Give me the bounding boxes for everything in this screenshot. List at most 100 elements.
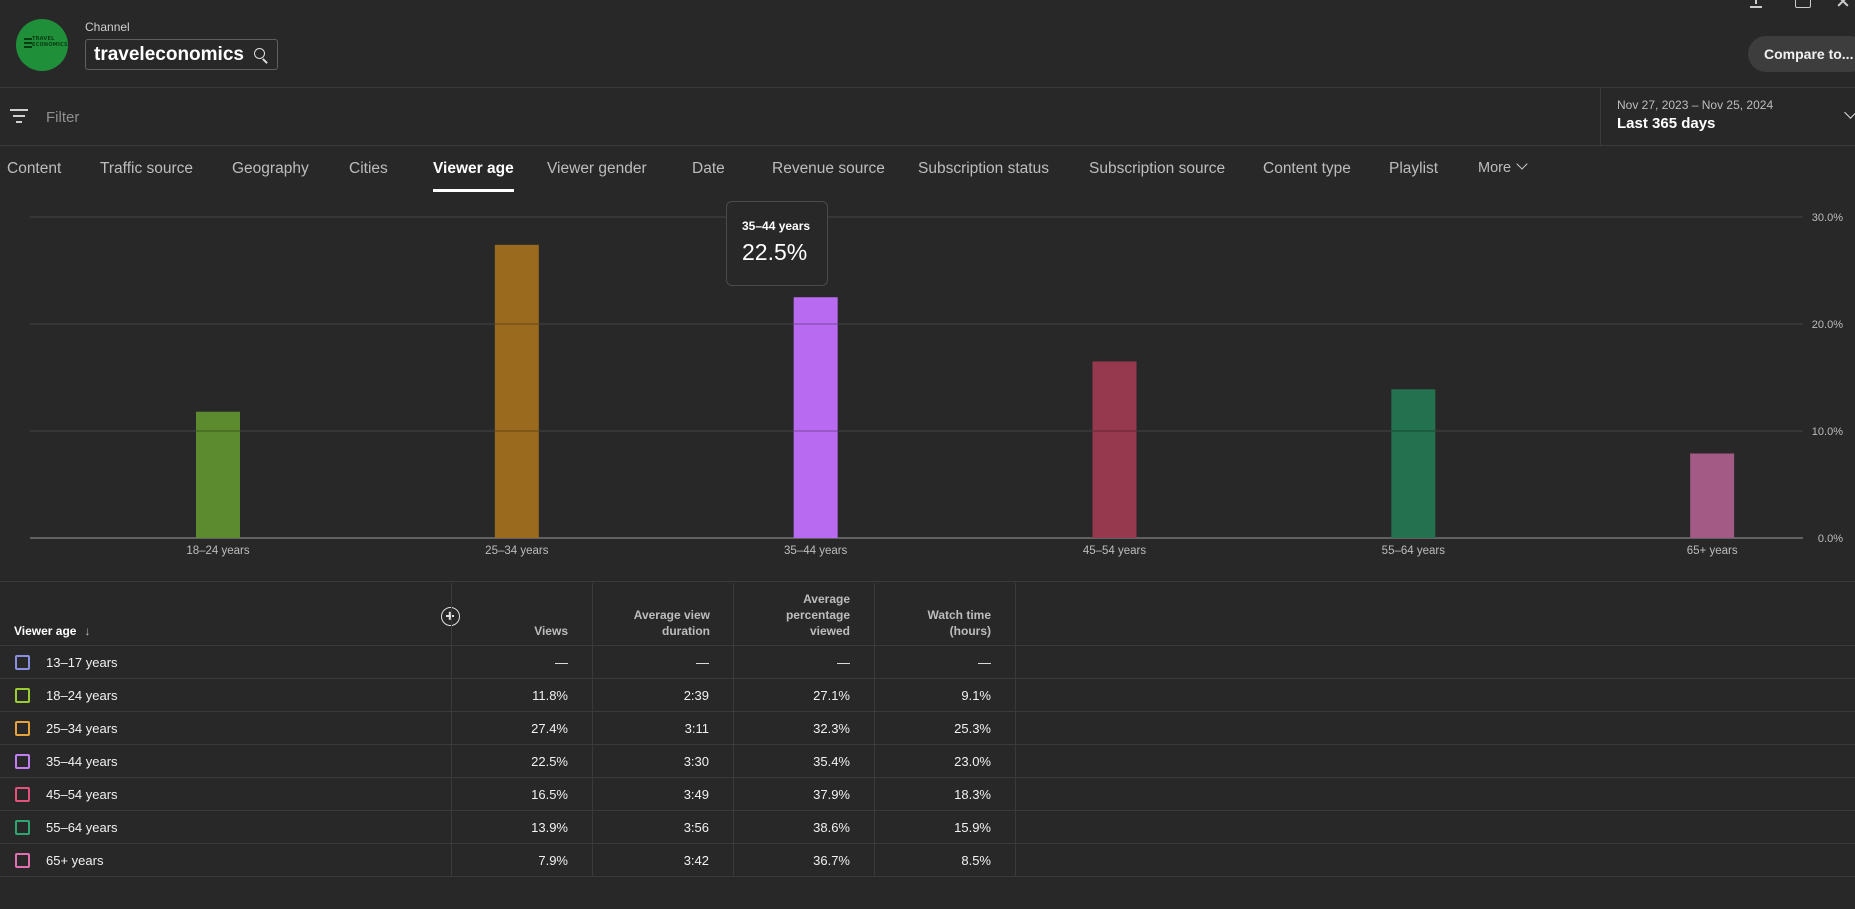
date-range-dates: Nov 27, 2023 – Nov 25, 2024 (1617, 98, 1774, 112)
row-checkbox[interactable] (15, 787, 30, 802)
cell-avg-percentage-viewed: 32.3% (813, 721, 850, 736)
table-row: 55–64 years 13.9% 3:56 38.6% 15.9% (0, 811, 1855, 844)
cell-watch-time: 18.3% (954, 787, 991, 802)
cell-views: 27.4% (531, 721, 568, 736)
x-tick-label: 45–54 years (1083, 545, 1147, 557)
avatar-logo: TRAVEL ECONOMICS (22, 34, 68, 56)
chevron-down-icon (1844, 106, 1855, 119)
add-column-icon[interactable] (441, 607, 460, 626)
viewer-age-chart: 0.0% 10.0% 20.0% 30.0% 18–24 years 25–34 year… (0, 192, 1855, 582)
cell-views: 7.9% (538, 853, 568, 868)
tab-viewer-age[interactable]: Viewer age (433, 160, 514, 192)
cell-avg-view-duration: 2:39 (683, 688, 709, 703)
y-tick-label: 10.0% (1812, 426, 1843, 438)
y-tick-label: 30.0% (1812, 212, 1843, 224)
cell-views: — (555, 655, 568, 670)
column-divider (451, 583, 452, 877)
tab-subscription-source[interactable]: Subscription source (1089, 160, 1226, 177)
column-header-viewer-age[interactable]: Viewer age ↓ (14, 623, 90, 639)
feedback-icon[interactable] (1795, 0, 1811, 8)
table-header: Viewer age ↓ Views Average view duration … (0, 583, 1855, 646)
cell-views: 22.5% (531, 754, 568, 769)
row-checkbox[interactable] (15, 820, 30, 835)
x-tick-label: 35–44 years (784, 545, 848, 557)
row-checkbox[interactable] (15, 853, 30, 868)
date-range-picker[interactable]: Nov 27, 2023 – Nov 25, 2024 Last 365 day… (1600, 88, 1855, 145)
column-header-avg-view-duration[interactable]: Average view duration (592, 607, 710, 639)
row-checkbox[interactable] (15, 721, 30, 736)
channel-selector[interactable]: traveleconomics (85, 39, 278, 70)
cell-watch-time: 23.0% (954, 754, 991, 769)
download-icon[interactable] (1748, 0, 1764, 10)
row-age-label: 35–44 years (46, 754, 118, 769)
cell-views: 13.9% (531, 820, 568, 835)
row-checkbox[interactable] (15, 688, 30, 703)
tab-bar: Content Traffic source Geography Cities … (0, 146, 1855, 192)
cell-watch-time: 8.5% (961, 853, 991, 868)
header-line: (hours) (949, 624, 991, 638)
tab-geography[interactable]: Geography (232, 160, 309, 177)
tab-revenue-source[interactable]: Revenue source (772, 160, 885, 177)
tab-more[interactable]: More (1478, 160, 1512, 176)
row-age-label: 55–64 years (46, 820, 118, 835)
column-divider (1015, 583, 1016, 877)
y-tick-label: 0.0% (1818, 533, 1843, 545)
tooltip-value: 22.5% (742, 239, 808, 265)
cell-views: 11.8% (532, 688, 568, 703)
cell-views: 16.5% (531, 787, 568, 802)
logo-bars-icon (24, 38, 32, 52)
cell-avg-percentage-viewed: 35.4% (813, 754, 850, 769)
header-line: viewed (809, 624, 850, 638)
bar-chart-svg: 0.0% 10.0% 20.0% 30.0% 18–24 years 25–34 year… (30, 212, 1843, 557)
column-header-avg-percentage-viewed[interactable]: Average percentage viewed (740, 591, 850, 639)
header-line: Average (803, 592, 850, 606)
cell-avg-view-duration: — (696, 655, 709, 670)
tab-content-type[interactable]: Content type (1263, 160, 1351, 177)
viewer-age-table: Viewer age ↓ Views Average view duration … (0, 583, 1855, 877)
column-header-watch-time[interactable]: Watch time (hours) (880, 607, 991, 639)
header-line: duration (662, 624, 710, 638)
tab-playlist[interactable]: Playlist (1389, 160, 1439, 177)
row-age-label: 25–34 years (46, 721, 118, 736)
column-header-views[interactable]: Views (534, 624, 568, 638)
compare-button[interactable]: Compare to... (1748, 36, 1855, 72)
column-header-label: Viewer age (14, 624, 77, 638)
bar (196, 411, 240, 538)
column-divider (592, 583, 593, 877)
close-icon[interactable] (1836, 0, 1850, 8)
filter-bar: Nov 27, 2023 – Nov 25, 2024 Last 365 day… (0, 88, 1855, 146)
cell-avg-percentage-viewed: 37.9% (813, 787, 850, 802)
table-row: 65+ years 7.9% 3:42 36.7% 8.5% (0, 844, 1855, 877)
filter-input[interactable] (46, 106, 646, 128)
channel-avatar[interactable]: TRAVEL ECONOMICS (16, 19, 68, 71)
date-range-label: Last 365 days (1617, 115, 1716, 132)
cell-avg-view-duration: 3:49 (683, 787, 709, 802)
x-tick-label: 65+ years (1687, 545, 1738, 557)
tab-cities[interactable]: Cities (349, 160, 388, 177)
x-tick-label: 18–24 years (186, 545, 250, 557)
tab-date[interactable]: Date (692, 160, 725, 177)
chart-tooltip: 35–44 years 22.5% (726, 201, 828, 286)
tab-subscription-status[interactable]: Subscription status (918, 160, 1049, 177)
sort-down-icon[interactable]: ↓ (84, 624, 91, 638)
cell-avg-view-duration: 3:56 (683, 820, 709, 835)
tooltip-title: 35–44 years (742, 219, 811, 233)
header-line: percentage (785, 608, 850, 622)
row-checkbox[interactable] (15, 655, 30, 670)
search-icon[interactable] (253, 47, 268, 62)
column-divider (733, 583, 734, 877)
header-line: Average view (633, 608, 710, 622)
bar (1092, 361, 1137, 538)
tab-content[interactable]: Content (7, 160, 62, 177)
header: TRAVEL ECONOMICS Channel traveleconomics… (0, 0, 1855, 88)
row-checkbox[interactable] (15, 754, 30, 769)
cell-watch-time: — (978, 655, 991, 670)
cell-avg-view-duration: 3:30 (683, 754, 709, 769)
filter-icon[interactable] (10, 109, 28, 123)
y-tick-label: 20.0% (1812, 319, 1843, 331)
row-age-label: 45–54 years (46, 787, 118, 802)
tab-viewer-gender[interactable]: Viewer gender (547, 160, 647, 177)
row-age-label: 18–24 years (46, 688, 118, 703)
tab-traffic-source[interactable]: Traffic source (100, 160, 194, 177)
channel-label: Channel (85, 20, 130, 34)
